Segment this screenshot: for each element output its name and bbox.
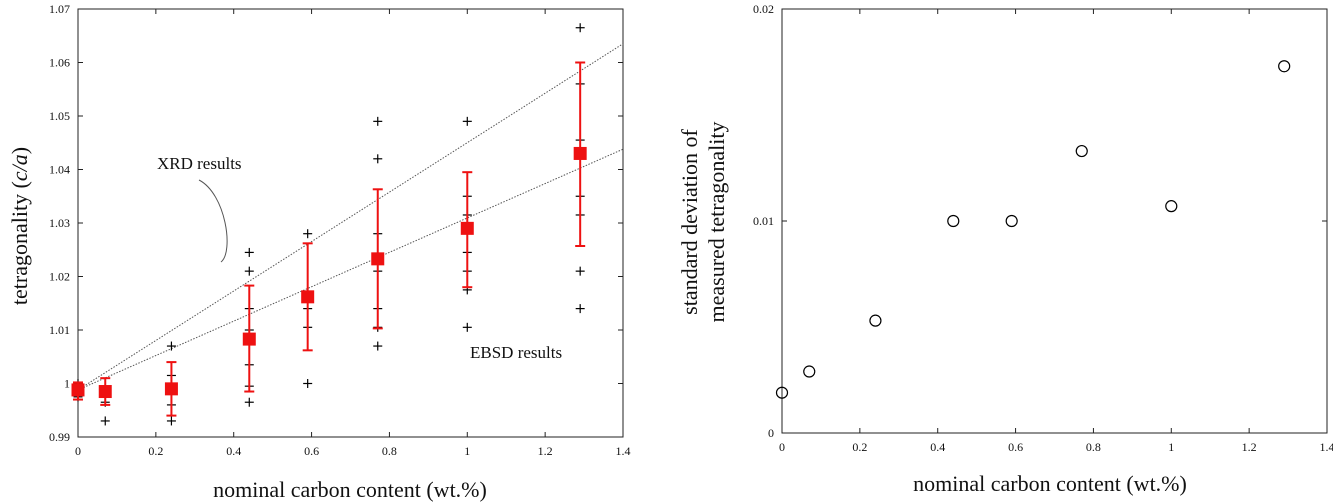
y-axis-label-italic: c/a (7, 154, 32, 181)
error-bars (73, 61, 586, 417)
y-tick-label: 1 (64, 377, 70, 391)
x-axis-label: nominal carbon content (wt.%) (913, 471, 1187, 496)
y-tick-label: 0 (768, 426, 774, 440)
plus-marker (244, 247, 254, 257)
axis-ticks: 0 0.2 0.4 0.6 0.8 1 1.2 1.4 0 0.01 0.02 (753, 2, 1333, 454)
data-point (803, 365, 816, 378)
mean-marker (242, 332, 256, 346)
y-tick-label: 1.07 (49, 2, 70, 16)
trend-lines (77, 43, 624, 391)
x-tick-label: 0.6 (1008, 440, 1023, 454)
plus-marker (373, 341, 383, 351)
x-tick-label: 1 (464, 444, 470, 458)
x-tick-label: 0 (75, 444, 81, 458)
x-tick-label: 0.2 (852, 440, 867, 454)
x-tick-label: 0.6 (304, 444, 319, 458)
axis-ticks: 0 0.2 0.4 0.6 0.8 1 1.2 1.4 0.99 1 1.01 1.02 1.03 1.0… (49, 2, 631, 458)
y-tick-label: 1.04 (49, 163, 70, 177)
y-tick-label: 1.05 (49, 109, 70, 123)
plus-marker (373, 154, 383, 164)
plus-marker (303, 379, 313, 388)
mean-marker (164, 382, 178, 396)
x-tick-label: 1.4 (1320, 440, 1333, 454)
data-point (1075, 144, 1088, 158)
mean-marker (573, 146, 587, 160)
y-tick-label: 1.06 (49, 56, 70, 70)
plus-marker (575, 266, 585, 276)
xrd-leader-line (198, 179, 228, 263)
x-axis-label: nominal carbon content (wt.%) (213, 477, 487, 502)
y-axis-label: tetragonality (c/a) (7, 147, 32, 305)
xrd-label: XRD results (157, 154, 242, 173)
y-axis-paren-close: ) (7, 147, 32, 154)
plus-marker (462, 116, 472, 126)
trend-line (77, 148, 624, 391)
data-point (1165, 200, 1178, 213)
ebsd-label: EBSD results (470, 343, 562, 362)
plus-marker (575, 23, 585, 33)
plus-marker (166, 416, 176, 426)
plus-marker (575, 304, 585, 314)
data-points (775, 60, 1291, 399)
x-tick-label: 0.4 (930, 440, 945, 454)
individual-measurements (73, 23, 585, 426)
data-point (869, 314, 882, 327)
plot-frame (781, 8, 1328, 434)
y-axis-label-line-1: standard deviation of (677, 128, 702, 314)
mean-marker (71, 383, 85, 397)
x-tick-label: 1.4 (616, 444, 631, 458)
plus-marker (303, 229, 313, 239)
y-tick-label: 1.03 (49, 216, 70, 230)
mean-marker (371, 252, 385, 266)
y-tick-label: 0.01 (753, 214, 774, 228)
plus-marker (100, 416, 110, 426)
data-point (775, 386, 789, 399)
data-point (1278, 60, 1291, 73)
x-tick-label: 0.8 (382, 444, 397, 458)
plot-frame (77, 8, 624, 438)
plus-marker (462, 322, 472, 332)
x-tick-label: 1.2 (1242, 440, 1257, 454)
y-tick-label: 1.01 (49, 323, 70, 337)
y-axis-paren-open: ( (7, 181, 32, 194)
std-deviation-chart: 0 0.2 0.4 0.6 0.8 1 1.2 1.4 0 0.01 0.02 nominal ca… (677, 2, 1333, 496)
mean-markers (71, 146, 587, 399)
x-tick-label: 0.4 (226, 444, 241, 458)
y-axis-label-line-2: measured tetragonality (704, 122, 729, 323)
y-axis-label-main: tetragonality (7, 194, 32, 305)
plus-marker (244, 397, 254, 407)
plus-marker (166, 341, 176, 351)
data-point (947, 214, 960, 228)
x-tick-label: 0.8 (1086, 440, 1101, 454)
y-tick-label: 1.02 (49, 270, 70, 284)
mean-marker (460, 221, 474, 235)
y-tick-label: 0.02 (753, 2, 774, 16)
mean-marker (301, 290, 315, 304)
x-tick-label: 1 (1168, 440, 1174, 454)
y-tick-label: 0.99 (49, 430, 70, 444)
plus-marker (373, 116, 383, 126)
tetragonality-chart: 0 0.2 0.4 0.6 0.8 1 1.2 1.4 0.99 1 1.01 1.02 1.03 1.0… (7, 2, 631, 502)
x-tick-label: 1.2 (538, 444, 553, 458)
data-point (1005, 214, 1018, 228)
x-tick-label: 0 (779, 440, 785, 454)
trend-line (77, 43, 624, 391)
plus-marker (244, 266, 254, 276)
x-tick-label: 0.2 (148, 444, 163, 458)
mean-marker (98, 385, 112, 399)
